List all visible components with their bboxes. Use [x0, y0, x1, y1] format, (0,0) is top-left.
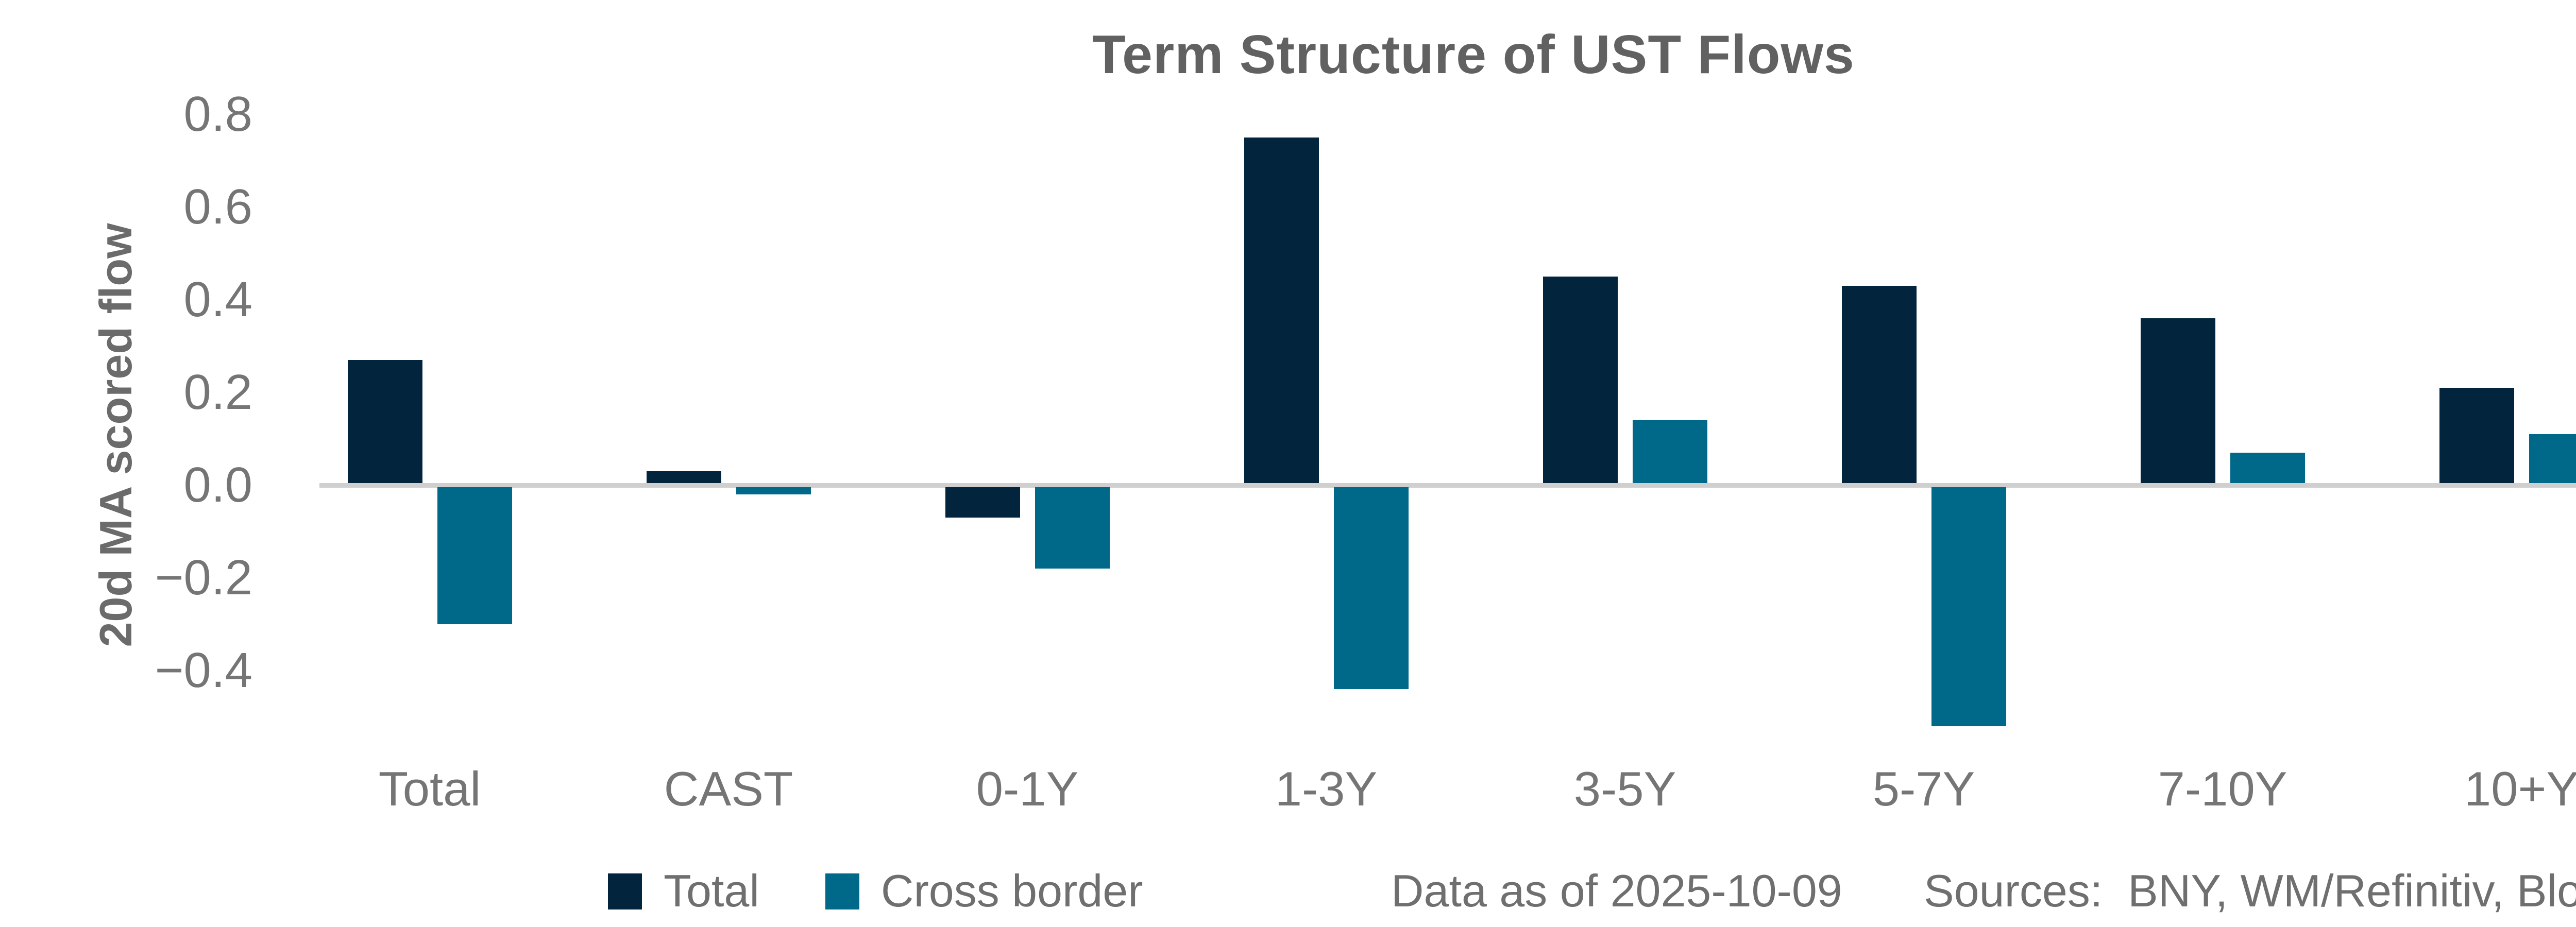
y-tick-label: 0.4 [183, 272, 252, 327]
bar-total-3-5y [1543, 277, 1618, 483]
y-tick-label: 0.6 [183, 179, 252, 234]
x-tick-label-cast: CAST [664, 762, 793, 816]
x-tick-label-total: Total [378, 762, 481, 816]
sources-note: Sources: BNY, WM/Refinitiv, Bloomberg [1924, 865, 2576, 916]
y-tick-label: −0.2 [155, 550, 252, 605]
y-tick-label: 0.8 [183, 87, 252, 142]
chart-title: Term Structure of UST Flows [1092, 24, 1855, 85]
y-tick-label: 0.2 [183, 365, 252, 420]
bar-total-0-1y [945, 487, 1020, 518]
bar-total-5-7y [1841, 286, 1917, 483]
x-tick-label-1-3y: 1-3Y [1275, 762, 1378, 816]
x-tick-label-3-5y: 3-5Y [1573, 762, 1676, 816]
bar-total-10+y [2439, 388, 2514, 483]
legend-label-cross-border: Cross border [880, 865, 1143, 916]
bar-cross-border-cast [736, 487, 811, 494]
zero-baseline [319, 483, 2576, 488]
x-tick-label-10+y: 10+Y [2464, 762, 2576, 816]
bar-total-total [347, 360, 422, 483]
x-tick-label-0-1y: 0-1Y [976, 762, 1079, 816]
bar-cross-border-total [437, 487, 512, 624]
legend-swatch-total [608, 873, 642, 909]
legend-item-total: Total [608, 864, 759, 918]
legend-item-cross-border: Cross border [825, 864, 1143, 918]
data-as-of-note: Data as of 2025-10-09 [1391, 865, 1842, 916]
bar-cross-border-0-1y [1035, 487, 1110, 569]
y-tick-label: −0.4 [155, 643, 252, 698]
bar-cross-border-1-3y [1333, 487, 1409, 689]
bar-cross-border-3-5y [1632, 420, 1707, 483]
legend-label-total: Total [664, 865, 759, 916]
bar-cross-border-7-10y [2230, 453, 2305, 483]
bar-total-1-3y [1244, 138, 1319, 483]
bar-total-cast [646, 471, 721, 483]
legend-swatch-cross-border [825, 873, 859, 909]
bar-cross-border-5-7y [1931, 487, 2006, 726]
x-tick-label-7-10y: 7-10Y [2158, 762, 2287, 816]
bar-total-7-10y [2140, 318, 2215, 483]
bar-cross-border-10+y [2529, 434, 2576, 483]
legend: Total Cross border [608, 864, 1143, 918]
y-tick-label: 0.0 [183, 457, 252, 512]
x-tick-label-5-7y: 5-7Y [1872, 762, 1975, 816]
